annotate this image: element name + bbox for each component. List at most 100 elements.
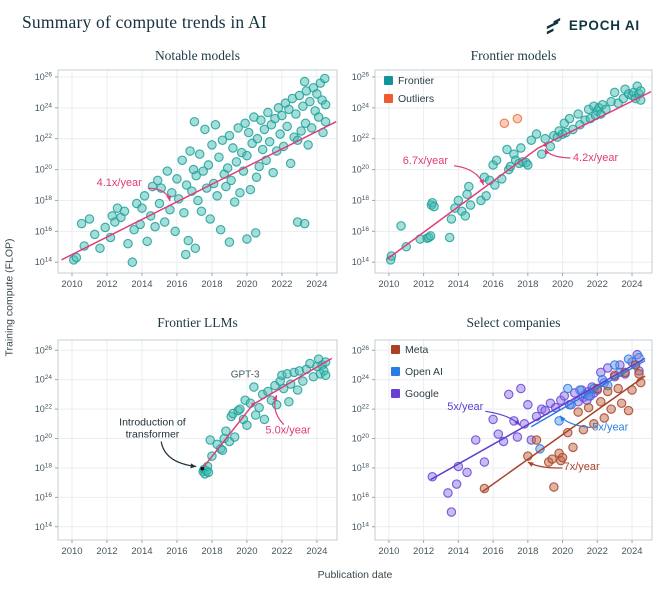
annotation-introduction-of: Introduction of transformer — [119, 416, 197, 469]
svg-text:1018: 1018 — [35, 462, 53, 473]
legend: Frontier Outliers — [384, 75, 435, 105]
svg-text:1022: 1022 — [352, 404, 370, 415]
svg-text:5x/year: 5x/year — [447, 401, 483, 413]
google-trend — [430, 357, 646, 481]
legend-label: Frontier — [398, 75, 435, 87]
svg-text:2020: 2020 — [552, 546, 573, 557]
svg-text:1016: 1016 — [352, 226, 370, 237]
svg-text:2014: 2014 — [448, 546, 469, 557]
svg-text:1016: 1016 — [35, 226, 53, 237]
epoch-ai-logo: EPOCH AI — [544, 15, 640, 36]
svg-text:7x/year: 7x/year — [564, 461, 600, 473]
svg-text:1022: 1022 — [35, 133, 53, 144]
legend-swatch-frontier — [384, 76, 393, 85]
svg-text:1014: 1014 — [352, 257, 370, 268]
legend-label: Google — [405, 388, 439, 400]
notable-trend — [61, 121, 337, 261]
chart-title-select-companies: Select companies — [466, 315, 561, 330]
trend-marker-dot — [251, 402, 255, 407]
chart-title-frontier-models: Frontier models — [470, 48, 557, 63]
y-axis-label: Training compute (FLOP) — [3, 238, 16, 357]
svg-text:2024: 2024 — [621, 279, 642, 290]
svg-text:1022: 1022 — [35, 404, 53, 415]
svg-text:4.2x/year: 4.2x/year — [573, 152, 619, 164]
svg-text:2022: 2022 — [587, 279, 608, 290]
svg-text:2012: 2012 — [96, 279, 117, 290]
svg-text:1018: 1018 — [352, 462, 370, 473]
svg-text:2018: 2018 — [201, 279, 222, 290]
axis-ticks: 2010 2012 2014 2016 2018 2020 2022 2024 1014 1016… — [35, 345, 328, 557]
chart-select-companies: Select companies 2010 2012 2014 2016 2018 202… — [348, 306, 660, 566]
annotation-5-0x-year: 5.0x/year — [265, 394, 311, 436]
frontier-models-plot: 2010 2012 2014 2016 2018 2020 2022 2024 1014 1016… — [352, 69, 653, 290]
svg-text:1014: 1014 — [352, 521, 370, 532]
legend-label: Open AI — [405, 366, 443, 378]
svg-text:4.1x/year: 4.1x/year — [97, 177, 143, 189]
svg-text:1026: 1026 — [35, 345, 53, 356]
gridlines — [375, 70, 652, 273]
series-frontier-llms — [198, 354, 331, 479]
svg-text:2016: 2016 — [166, 279, 187, 290]
svg-text:2010: 2010 — [378, 279, 399, 290]
axis-ticks: 2010 2012 2014 2016 2018 2020 2022 2024 1014 1016… — [352, 71, 643, 290]
svg-text:2016: 2016 — [166, 546, 187, 557]
gridlines — [58, 70, 337, 273]
trend-marker-dot — [543, 143, 547, 147]
svg-text:1020: 1020 — [35, 433, 53, 444]
svg-text:2018: 2018 — [517, 279, 538, 290]
annotation-6-7x-year: 6.7x/year — [403, 155, 485, 186]
legend-swatch-open-ai — [391, 367, 400, 376]
svg-text:1024: 1024 — [35, 102, 53, 113]
plot-border — [57, 69, 338, 274]
svg-text:1026: 1026 — [35, 71, 53, 82]
legend-label: Meta — [405, 344, 429, 356]
series-notable-models — [68, 73, 331, 267]
svg-text:1016: 1016 — [35, 492, 53, 503]
svg-text:2012: 2012 — [413, 279, 434, 290]
plot-border — [57, 339, 338, 541]
legend-swatch-meta — [391, 345, 400, 354]
annotation-7x-year: 7x/year — [527, 461, 600, 473]
chart-notable-models: Notable models 2010 2012 2014 2016 2018 2020 2… — [30, 46, 345, 298]
select-companies-plot: 2010 2012 2014 2016 2018 2020 2022 2024 1014 1016… — [352, 339, 653, 557]
svg-text:2016: 2016 — [483, 279, 504, 290]
axis-ticks: 2010 2012 2014 2016 2018 2020 2022 2024 1014 1016… — [352, 345, 643, 557]
svg-text:1014: 1014 — [35, 257, 53, 268]
svg-text:2014: 2014 — [131, 279, 152, 290]
frontier-llms-plot: 2010 2012 2014 2016 2018 2020 2022 2024 1014 1016… — [35, 339, 338, 557]
svg-text:2020: 2020 — [236, 279, 257, 290]
svg-text:1026: 1026 — [352, 71, 370, 82]
svg-text:5.0x/year: 5.0x/year — [265, 424, 311, 436]
series-meta — [479, 360, 646, 494]
svg-text:2018: 2018 — [201, 546, 222, 557]
svg-text:1020: 1020 — [352, 433, 370, 444]
svg-text:2014: 2014 — [131, 546, 152, 557]
svg-text:1020: 1020 — [35, 164, 53, 175]
svg-text:2012: 2012 — [96, 546, 117, 557]
series-outliers — [499, 113, 523, 129]
svg-text:2020: 2020 — [236, 546, 257, 557]
logo-text: EPOCH AI — [568, 18, 640, 33]
svg-text:2010: 2010 — [61, 279, 82, 290]
svg-text:2024: 2024 — [306, 279, 327, 290]
svg-text:1024: 1024 — [35, 374, 53, 385]
svg-text:2012: 2012 — [413, 546, 434, 557]
annotation-gpt-3: GPT-3 — [231, 370, 260, 381]
annotation-5x-year: 5x/year — [447, 401, 521, 426]
chart-frontier-models: Frontier models 2010 2012 2014 2016 2018 2020… — [348, 46, 660, 298]
svg-text:1026: 1026 — [352, 345, 370, 356]
svg-text:1022: 1022 — [352, 133, 370, 144]
legend-swatch-google — [391, 389, 400, 398]
annotation-5x-year: 5x/year — [559, 415, 629, 433]
svg-text:2024: 2024 — [621, 546, 642, 557]
svg-text:1024: 1024 — [352, 374, 370, 385]
svg-text:2024: 2024 — [306, 546, 327, 557]
svg-text:1020: 1020 — [352, 164, 370, 175]
annotation-4-2x-year: 4.2x/year — [544, 148, 619, 164]
svg-text:1018: 1018 — [352, 195, 370, 206]
x-axis-label: Publication date — [317, 569, 393, 581]
meta-trend — [482, 375, 646, 493]
svg-text:2020: 2020 — [552, 279, 573, 290]
